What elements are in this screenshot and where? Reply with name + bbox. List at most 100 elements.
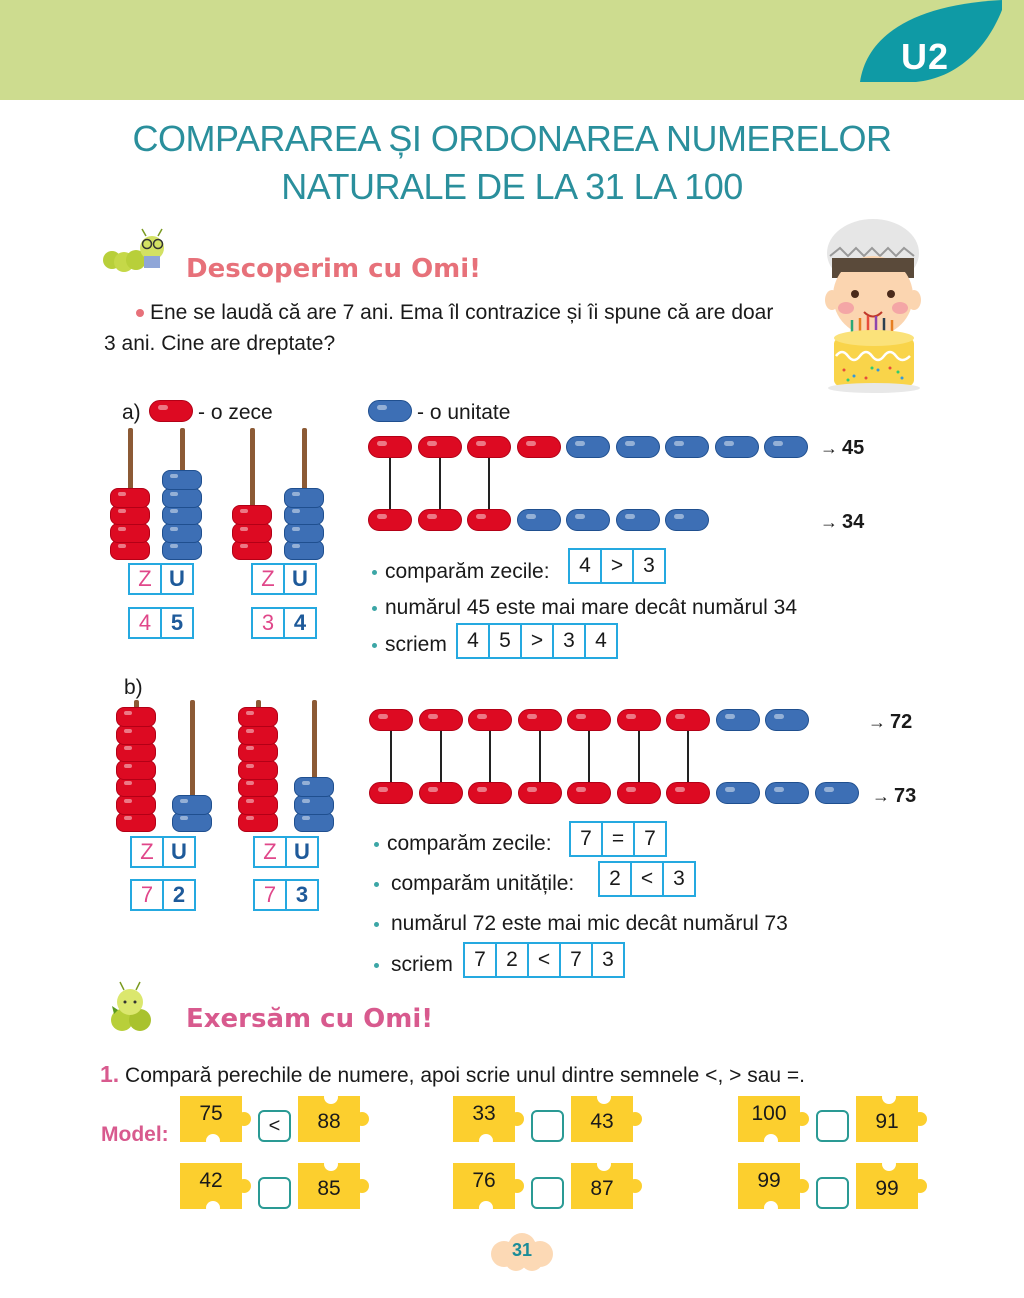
zu-header-table-b1: Z U: [130, 836, 196, 868]
puzzle-piece-right: 43: [571, 1090, 642, 1142]
sign-input-box[interactable]: [816, 1110, 849, 1142]
ten-bead: [116, 777, 156, 797]
zu-value-table-a1: 4 5: [128, 607, 194, 639]
ten-bead: [110, 522, 150, 543]
puzzle-number: 99: [875, 1177, 899, 1200]
write-a-boxes: 4 5 >3 4: [456, 623, 618, 659]
ten-bead: [468, 782, 512, 804]
answer-box: 2: [495, 942, 529, 978]
ten-bead: [232, 505, 272, 525]
match-line: [588, 731, 590, 782]
ten-bead: [238, 742, 278, 762]
practice-heading: Exersăm cu Omi!: [186, 1004, 434, 1034]
label: scriem: [385, 633, 447, 656]
ten-bead: [666, 709, 710, 731]
unit-bead: [566, 509, 610, 531]
unit-bead: [162, 540, 202, 560]
puzzle-tab: [355, 1179, 369, 1193]
header-band: [0, 0, 1024, 100]
unit-bead: [162, 487, 202, 508]
unit-bead: [814, 782, 859, 804]
sign-input-box[interactable]: <: [258, 1110, 291, 1142]
puzzle-piece-right: 99: [856, 1157, 927, 1209]
value: 45: [842, 437, 865, 459]
unit-bead: [294, 812, 334, 832]
unit-bead: [764, 436, 808, 458]
unit-bead: [284, 522, 324, 543]
page-number-cloud-icon: [491, 1233, 553, 1271]
puzzle-notch: [597, 1090, 611, 1104]
page-title-line1: COMPARAREA ȘI ORDONAREA NUMERELOR: [132, 118, 892, 159]
zu-value-table-b1: 7 2: [130, 879, 196, 911]
puzzle-notch: [479, 1134, 493, 1148]
puzzle-number: 91: [875, 1110, 899, 1133]
statement-text: numărul 45 este mai mare decât numărul 3…: [385, 596, 798, 619]
ten-bead: [238, 794, 278, 815]
tens-rod: [250, 428, 255, 555]
answer-box: 7: [463, 942, 497, 978]
z-header: Z: [128, 563, 162, 595]
row-value-b2: → 73: [872, 785, 916, 808]
unit-bead: [284, 487, 324, 508]
puzzle-tab: [913, 1179, 927, 1193]
unit-bead-legend-icon: [368, 400, 412, 422]
ten-bead: [369, 782, 413, 804]
ten-bead: [238, 707, 278, 727]
write-b-label: scriem: [374, 953, 453, 977]
model-label: Model:: [101, 1123, 169, 1146]
ten-bead: [468, 709, 512, 731]
unit-bead: [284, 505, 324, 525]
puzzle-notch: [597, 1157, 611, 1171]
match-line: [389, 458, 391, 509]
label: comparăm zecile:: [387, 832, 552, 855]
row-value-a1: → 45: [820, 437, 864, 460]
prompt-text: Ene se laudă că are 7 ani. Ema îl contra…: [150, 301, 774, 324]
ten-bead: [238, 777, 278, 797]
puzzle-tab: [795, 1112, 809, 1126]
bullet-icon: [374, 921, 379, 927]
unit-bead: [715, 782, 760, 804]
sign-input-box[interactable]: [531, 1110, 564, 1142]
puzzle-tab: [628, 1179, 642, 1193]
answer-box: <: [527, 942, 561, 978]
sign-input-box[interactable]: [258, 1177, 291, 1209]
sign-input-box[interactable]: [816, 1177, 849, 1209]
match-line: [687, 731, 689, 782]
part-b-label: b): [124, 676, 143, 699]
exercise-1: 1. Compară perechile de numere, apoi scr…: [100, 1061, 805, 1088]
legend-unit-label: - o unitate: [417, 401, 511, 424]
unit-bead: [162, 470, 202, 490]
puzzle-tab: [510, 1179, 524, 1193]
puzzle-piece-right: 87: [571, 1157, 642, 1209]
z-value: 7: [253, 879, 287, 911]
unit-bead: [162, 522, 202, 543]
answer-box: >: [600, 548, 634, 584]
puzzle-notch: [882, 1090, 896, 1104]
ten-bead: [666, 782, 710, 804]
caterpillar-reading-icon: [103, 228, 164, 272]
answer-box: 2: [598, 861, 632, 897]
answer-box: 3: [632, 548, 666, 584]
answer-box: 4: [456, 623, 490, 659]
ten-bead: [517, 709, 562, 731]
match-line: [438, 458, 441, 509]
puzzle-piece-left: 99: [738, 1163, 809, 1215]
puzzle-number: 76: [472, 1169, 496, 1192]
u-header: U: [162, 836, 196, 868]
puzzle-number: 87: [590, 1177, 614, 1200]
answer-box: 3: [591, 942, 625, 978]
answer-box: 4: [568, 548, 602, 584]
unit-bead: [615, 436, 660, 458]
sign-input-box[interactable]: [531, 1177, 564, 1209]
compare-units-b-boxes: 2 <3: [598, 861, 696, 897]
exercise-text: Compară perechile de numere, apoi scrie …: [125, 1064, 805, 1087]
puzzle-tab: [355, 1112, 369, 1126]
page-number: 31: [511, 1240, 533, 1260]
puzzle-number: 33: [472, 1102, 496, 1125]
ten-bead: [417, 436, 462, 458]
match-line: [489, 731, 491, 782]
answer-box: 7: [569, 821, 603, 857]
answer-box: 4: [584, 623, 618, 659]
answer-box: =: [601, 821, 635, 857]
unit-label: U2: [900, 36, 950, 77]
